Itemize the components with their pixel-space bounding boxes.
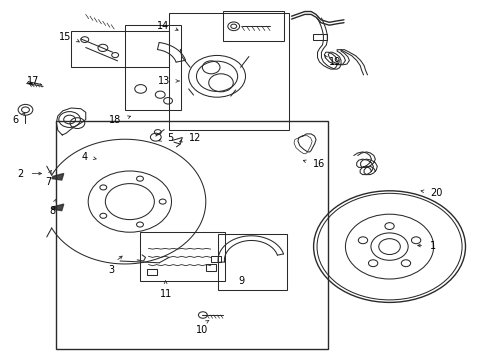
Bar <box>223 11 284 41</box>
Text: 17: 17 <box>27 76 39 86</box>
Text: 3: 3 <box>109 265 115 275</box>
Text: 18: 18 <box>109 114 122 125</box>
Bar <box>169 13 289 130</box>
Text: 1: 1 <box>430 240 436 251</box>
Text: 11: 11 <box>160 289 172 299</box>
Bar <box>211 256 220 262</box>
Text: 9: 9 <box>238 276 244 287</box>
Bar <box>313 34 327 40</box>
Text: 10: 10 <box>196 325 208 335</box>
Text: 19: 19 <box>329 57 342 67</box>
Bar <box>125 25 181 110</box>
Text: 4: 4 <box>81 152 87 162</box>
Bar <box>140 232 225 281</box>
Text: 16: 16 <box>313 159 325 169</box>
Text: 2: 2 <box>17 168 24 179</box>
Text: 8: 8 <box>50 206 56 216</box>
Bar <box>147 269 157 275</box>
Text: 7: 7 <box>45 177 51 187</box>
Text: 14: 14 <box>157 21 169 31</box>
Bar <box>218 234 287 290</box>
Text: 13: 13 <box>158 76 171 86</box>
Text: 20: 20 <box>430 188 442 198</box>
Polygon shape <box>52 174 64 180</box>
Text: 12: 12 <box>189 132 201 143</box>
Polygon shape <box>52 204 64 211</box>
Text: 15: 15 <box>59 32 71 42</box>
Text: 6: 6 <box>13 114 19 125</box>
Bar <box>56 121 328 349</box>
Bar <box>206 264 216 271</box>
Bar <box>71 31 169 67</box>
Text: 5: 5 <box>168 132 174 143</box>
